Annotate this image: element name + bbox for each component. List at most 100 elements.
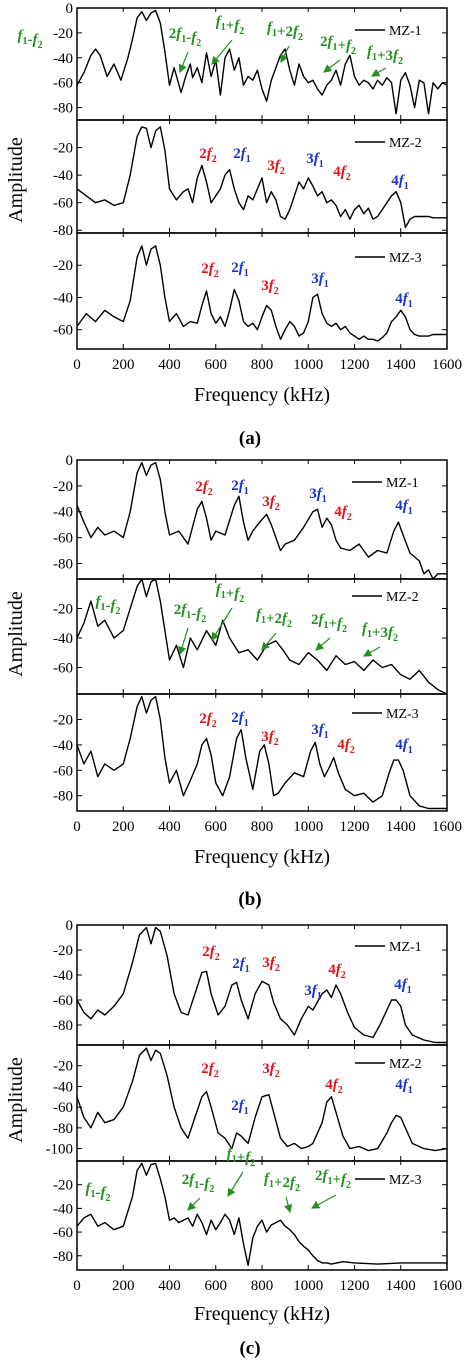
- x-tick-label: 1400: [386, 357, 416, 373]
- subplot-3: -20 -40 -60 -80 MZ-3: [53, 1160, 448, 1271]
- y-axis-title: Amplitude: [5, 591, 27, 677]
- y-tick-label: -80: [53, 1018, 73, 1034]
- harmonic-label: 4f2: [328, 962, 346, 981]
- harmonic-label: f1+f2: [216, 582, 245, 605]
- y-tick-label: -80: [53, 1249, 73, 1265]
- y-axis-title: Amplitude: [5, 137, 27, 223]
- annotation-arrow: [261, 632, 277, 651]
- y-tick-label: -40: [53, 1079, 73, 1095]
- harmonic-label: 3f1: [304, 983, 322, 1002]
- subplot-1: 0 -20 -40 -60 -80 MZ-1: [53, 918, 448, 1046]
- harmonic-label: 2f1+f2: [311, 612, 347, 635]
- x-tick-label: 200: [112, 357, 135, 373]
- y-tick-label: -60: [53, 660, 73, 676]
- harmonic-label: 2f2: [195, 479, 213, 498]
- y-tick-label: -80: [53, 101, 73, 117]
- panel-label: (c): [239, 1338, 260, 1359]
- harmonic-label: 2f1-f2: [169, 26, 202, 49]
- legend-label: MZ-1: [389, 24, 422, 39]
- x-tick-label: 0: [73, 1278, 81, 1294]
- series-line-mz-2: [76, 1047, 448, 1152]
- panel-2: 0-20-40-60-80MZ-1-20-40-60-80-100MZ-2-20…: [5, 918, 462, 1359]
- harmonic-label: f1-f2: [18, 28, 43, 51]
- x-tick-label: 400: [158, 357, 181, 373]
- y-axis-title: Amplitude: [5, 1057, 27, 1143]
- harmonic-label: 3f1: [309, 486, 327, 505]
- y-tick-label: -40: [53, 631, 73, 647]
- y-tick-label: -20: [53, 712, 73, 728]
- x-tick-label: 400: [158, 1278, 181, 1294]
- x-tick-label: 1400: [386, 1278, 416, 1294]
- harmonic-label: f1+f2: [227, 1146, 256, 1169]
- harmonic-label: 2f2: [199, 146, 217, 165]
- panel-label: (a): [239, 428, 261, 449]
- annotation-arrow: [178, 51, 189, 74]
- subplot-2: -20 -40 -60 -80 MZ-2: [53, 119, 448, 239]
- legend-label: MZ-3: [386, 707, 419, 722]
- x-tick-label: 1000: [293, 357, 323, 373]
- annotation-arrow: [211, 39, 233, 65]
- y-tick-label: -80: [53, 556, 73, 572]
- harmonic-label: f1+2f2: [264, 1171, 300, 1194]
- harmonic-label: 2f1+f2: [315, 1168, 351, 1191]
- y-tick-label: -60: [53, 531, 73, 547]
- subplot-3: -20 -40 -60 MZ-3: [53, 232, 448, 350]
- legend-label: MZ-3: [389, 251, 422, 266]
- y-tick-label: -40: [53, 738, 73, 754]
- series-line-mz-1: [76, 9, 448, 115]
- x-tick-label: 1600: [432, 819, 462, 835]
- y-tick-label: -20: [53, 1059, 73, 1075]
- y-tick-label: -40: [53, 168, 73, 184]
- series-line-mz-3: [76, 695, 447, 810]
- x-tick-label: 600: [205, 819, 228, 835]
- harmonic-label: 3f1: [306, 151, 324, 170]
- y-tick-label: -60: [53, 196, 73, 212]
- x-tick-label: 1200: [340, 1278, 370, 1294]
- annotation-arrow: [284, 1196, 293, 1214]
- harmonic-label: 2f1: [233, 146, 251, 165]
- harmonic-label: 2f1: [231, 1098, 249, 1117]
- annotation-arrow: [178, 627, 189, 656]
- legend-label: MZ-2: [389, 1057, 422, 1072]
- harmonic-label: 4f1: [395, 291, 413, 310]
- panel-0: 0-20-40-60-80MZ-1-20-40-60-80MZ-2-20-40-…: [5, 1, 462, 449]
- harmonic-label: 3f1: [311, 722, 329, 741]
- annotation-arrow: [370, 67, 387, 77]
- y-tick-label: -20: [53, 601, 73, 617]
- x-tick-label: 400: [158, 819, 181, 835]
- y-tick-label: -80: [53, 223, 73, 239]
- harmonic-label: 4f2: [325, 1077, 343, 1096]
- legend-label: MZ-3: [389, 1173, 422, 1188]
- harmonic-label: 2f1: [232, 956, 250, 975]
- harmonic-label: 3f1: [311, 271, 329, 290]
- x-tick-label: 800: [251, 357, 274, 373]
- y-tick-label: -20: [53, 943, 73, 959]
- harmonic-label: 3f2: [262, 1061, 280, 1080]
- harmonic-label: 3f2: [261, 729, 279, 748]
- harmonic-label: 4f1: [395, 737, 413, 756]
- annotation-arrow: [227, 1171, 244, 1198]
- y-tick-label: -40: [53, 1201, 73, 1217]
- y-tick-label: -40: [53, 505, 73, 521]
- x-tick-label: 1600: [432, 357, 462, 373]
- harmonic-label: 2f1-f2: [174, 602, 207, 625]
- y-tick-label: -20: [53, 1178, 73, 1194]
- harmonic-label: 2f2: [199, 711, 217, 730]
- y-tick-label: -100: [46, 1142, 74, 1158]
- harmonic-label: 2f2: [201, 1061, 219, 1080]
- harmonic-label: 3f2: [267, 158, 285, 177]
- harmonic-label: 4f1: [395, 1077, 413, 1096]
- legend-label: MZ-1: [386, 476, 419, 491]
- legend-label: MZ-2: [386, 590, 419, 605]
- x-tick-label: 800: [251, 819, 274, 835]
- harmonic-label: 4f1: [394, 977, 412, 996]
- panel-label: (b): [238, 889, 261, 910]
- harmonic-label: 2f1: [231, 478, 249, 497]
- y-tick-label: -60: [53, 1225, 73, 1241]
- harmonic-label: 2f1: [231, 260, 249, 279]
- x-tick-label: 0: [73, 819, 81, 835]
- y-tick-label: -60: [53, 76, 73, 92]
- harmonic-label: f1-f2: [96, 594, 121, 617]
- x-tick-label: 1200: [340, 357, 370, 373]
